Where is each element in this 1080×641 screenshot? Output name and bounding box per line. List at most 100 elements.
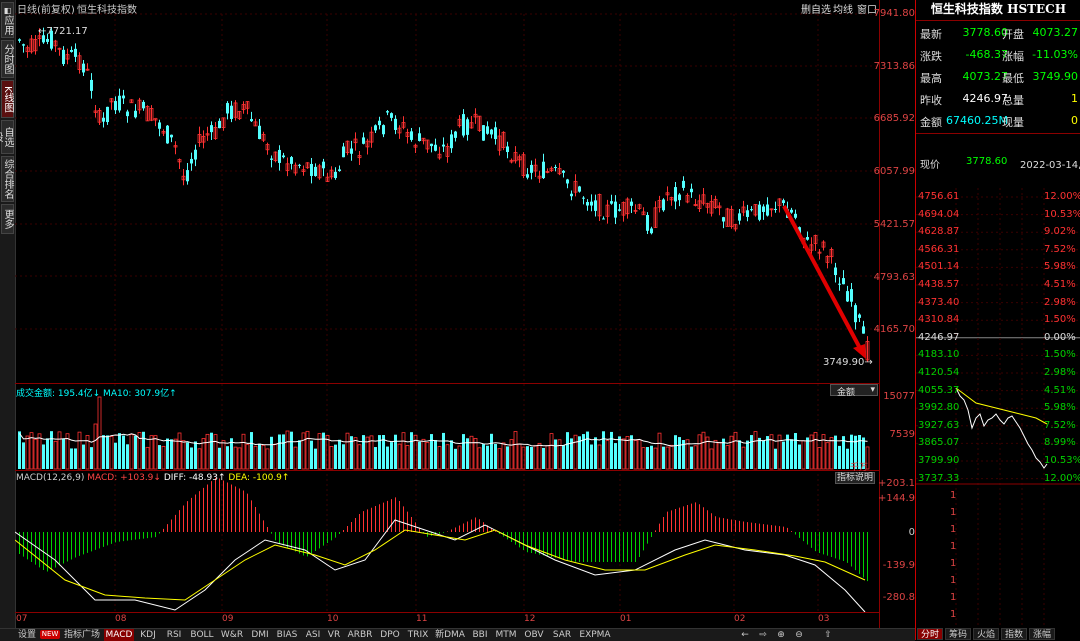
left-toolbar: ◧应用 分时图 K线图 自选股 综合排名 更多	[0, 0, 16, 628]
tab-mtm[interactable]: MTM	[495, 630, 517, 640]
tab-index[interactable]: 指数	[1001, 628, 1027, 640]
volume-bar	[610, 431, 613, 469]
tab-rsi[interactable]: RSI	[166, 630, 182, 640]
candle-body	[665, 192, 670, 196]
tab-vr[interactable]: VR	[327, 630, 341, 640]
candle-body	[610, 201, 613, 204]
tab-timeshare[interactable]: 分时	[917, 628, 943, 640]
volume-bar	[753, 431, 758, 470]
intraday-volume-tick: 1	[950, 558, 957, 569]
candle-body	[285, 163, 290, 171]
intraday-volume-tick: 1	[950, 524, 957, 535]
intraday-pct-tick: 1.50%	[1044, 349, 1076, 361]
watchlist-button[interactable]: 自选股	[0, 120, 14, 154]
candle-body	[621, 202, 626, 216]
tab-expma[interactable]: EXPMA	[579, 630, 611, 640]
candle-body	[722, 217, 725, 222]
volume-bar	[690, 446, 693, 469]
tab-kdj[interactable]: KDJ	[140, 630, 156, 640]
indicator-help-button[interactable]: 指标说明	[835, 472, 875, 484]
volume-bar	[562, 445, 565, 469]
volume-bar	[762, 440, 765, 469]
tab-boll[interactable]: BOLL	[190, 630, 214, 640]
trend-arrow-line	[782, 205, 864, 353]
intraday-price-tick: 3799.90	[918, 455, 960, 466]
volume-bar	[653, 447, 658, 470]
volume-bar	[838, 445, 841, 469]
tab-obv[interactable]: OBV	[524, 630, 544, 640]
volume-bar	[233, 446, 238, 470]
tab-chips[interactable]: 筹码	[945, 628, 971, 640]
intraday-volume-tick: 1	[950, 609, 957, 620]
candle-body	[233, 102, 238, 118]
tab-flame[interactable]: 火焰	[973, 628, 999, 640]
volume-selector[interactable]: 金额 ▾	[830, 384, 878, 398]
tab-macd[interactable]: MACD	[104, 629, 134, 641]
tab-bbi[interactable]: BBI	[472, 630, 488, 640]
zoom-in-icon[interactable]: ⊕	[777, 630, 785, 640]
volume-bar	[786, 434, 789, 469]
candle-body	[85, 68, 90, 71]
candle-body	[258, 125, 261, 140]
tab-asi[interactable]: ASI	[305, 630, 321, 640]
candle-body	[278, 149, 281, 163]
indicator-tabs: 设置 NEW 指标广场 MACD KDJ RSI BOLL W&R DMI BI…	[0, 628, 915, 641]
date-axis: 07 08 09 10 11 12 01 02 03	[15, 614, 880, 626]
volume-bar	[237, 447, 242, 470]
ma-button[interactable]: 均线	[833, 5, 853, 16]
candle-body	[674, 187, 677, 202]
volume-bar	[285, 430, 290, 470]
price-tick: 4793.63	[873, 272, 915, 283]
candle-body	[842, 278, 845, 285]
candle-body	[834, 267, 837, 276]
ranking-button[interactable]: 综合排名	[1, 156, 14, 202]
forward-arrow-icon[interactable]: ⇨	[759, 630, 767, 640]
volume-bar	[709, 448, 714, 470]
window-button[interactable]: 窗口	[857, 5, 877, 16]
period-label[interactable]: 日线(前复权)	[17, 5, 75, 16]
candle-body	[650, 228, 653, 234]
tab-bias[interactable]: BIAS	[276, 630, 298, 640]
app-button[interactable]: ◧应用	[1, 2, 14, 38]
tab-trix[interactable]: TRIX	[407, 630, 429, 640]
volume-bar	[549, 433, 554, 470]
remove-watchlist-button[interactable]: 删自选	[801, 5, 831, 16]
indicator-plaza-tab[interactable]: 指标广场	[63, 630, 100, 640]
tab-gainers[interactable]: 涨幅	[1029, 628, 1055, 640]
tab-wr[interactable]: W&R	[220, 630, 244, 640]
candle-body	[774, 208, 777, 210]
candle-body	[237, 111, 242, 120]
volume-bar	[278, 434, 281, 469]
timeshare-button[interactable]: 分时图	[1, 40, 14, 78]
dea-line	[15, 529, 866, 601]
candle-body	[450, 134, 453, 149]
volume-bar	[250, 432, 253, 469]
tab-sar[interactable]: SAR	[552, 630, 572, 640]
volume-bar	[425, 442, 430, 470]
settings-tab[interactable]: 设置	[17, 630, 36, 640]
intraday-pct-tick: 12.00%	[1044, 472, 1080, 484]
candle-body	[454, 131, 457, 138]
candle-body	[250, 119, 253, 122]
tab-dpo[interactable]: DPO	[380, 630, 400, 640]
candle-body	[201, 135, 206, 143]
candle-body	[77, 55, 82, 71]
kline-chart[interactable]	[15, 0, 880, 628]
volume-bar	[145, 446, 150, 470]
back-arrow-icon[interactable]: ←	[741, 630, 749, 640]
candle-body	[762, 206, 765, 212]
volume-bar	[114, 442, 117, 469]
candle-body	[509, 159, 514, 163]
tab-arbr[interactable]: ARBR	[347, 630, 373, 640]
volume-bar	[190, 447, 193, 469]
scroll-up-icon[interactable]: ⇧	[824, 630, 832, 640]
tab-dmi[interactable]: DMI	[251, 630, 269, 640]
tab-new-dma[interactable]: 新DMA	[435, 630, 465, 640]
kline-button[interactable]: K线图	[1, 80, 14, 118]
date-tick: 03	[818, 614, 830, 624]
candle-body	[846, 291, 849, 302]
intraday-chart[interactable]	[916, 188, 1080, 628]
zoom-out-icon[interactable]: ⊖	[795, 630, 803, 640]
volume-bar	[521, 446, 526, 470]
more-button[interactable]: 更多	[1, 204, 14, 234]
